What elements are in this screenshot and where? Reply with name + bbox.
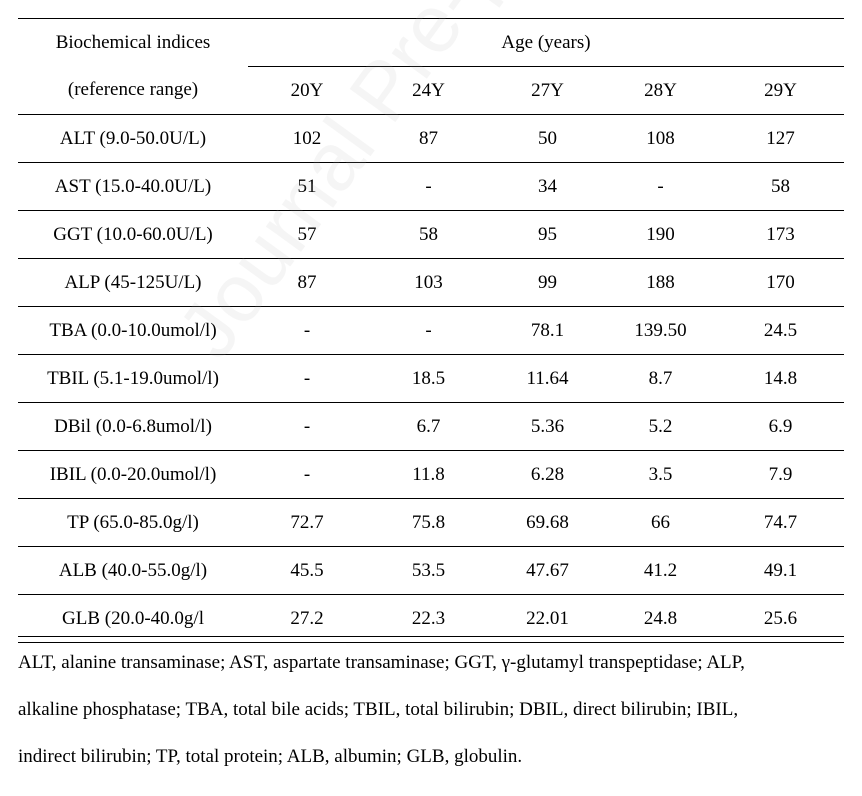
table-cell: 45.5 xyxy=(248,546,366,595)
row-label: DBil (0.0-6.8umol/l) xyxy=(18,402,248,451)
table-cell: 102 xyxy=(248,114,366,163)
index-header-line2: (reference range) xyxy=(18,66,248,115)
table-cell: 5.36 xyxy=(491,402,604,451)
row-label: IBIL (0.0-20.0umol/l) xyxy=(18,450,248,499)
row-label: GGT (10.0-60.0U/L) xyxy=(18,210,248,259)
table-cell: 51 xyxy=(248,162,366,211)
footnote-line: alkaline phosphatase; TBA, total bile ac… xyxy=(18,699,739,720)
table-cell: 139.50 xyxy=(604,306,717,355)
table-cell: 27.2 xyxy=(248,594,366,643)
table-cell: 66 xyxy=(604,498,717,547)
table-cell: 6.9 xyxy=(717,402,844,451)
table-cell: 78.1 xyxy=(491,306,604,355)
row-label: ALP (45-125U/L) xyxy=(18,258,248,307)
table-cell: 190 xyxy=(604,210,717,259)
table-row: GGT (10.0-60.0U/L) 57 58 95 190 173 xyxy=(18,210,844,259)
row-label: TBA (0.0-10.0umol/l) xyxy=(18,306,248,355)
footnote-line: ALT, alanine transaminase; AST, aspartat… xyxy=(18,652,745,673)
table-cell: 6.7 xyxy=(366,402,491,451)
age-col-header: 24Y xyxy=(366,66,491,115)
table-cell: 69.68 xyxy=(491,498,604,547)
table-cell: 24.8 xyxy=(604,594,717,643)
row-label: TBIL (5.1-19.0umol/l) xyxy=(18,354,248,403)
biochemical-table: Biochemical indices Age (years) (referen… xyxy=(18,18,844,643)
table-cell: 41.2 xyxy=(604,546,717,595)
table-cell: 22.3 xyxy=(366,594,491,643)
row-label: AST (15.0-40.0U/L) xyxy=(18,162,248,211)
age-col-header: 29Y xyxy=(717,66,844,115)
table-row: IBIL (0.0-20.0umol/l) -11.8 6.28 3.5 7.9 xyxy=(18,450,844,499)
table-cell: - xyxy=(366,162,491,211)
footnote-line: indirect bilirubin; TP, total protein; A… xyxy=(18,746,523,767)
row-label: ALT (9.0-50.0U/L) xyxy=(18,114,248,163)
header-row-2: (reference range) 20Y 24Y 27Y 28Y 29Y xyxy=(18,66,844,115)
table-cell: 170 xyxy=(717,258,844,307)
table-row: ALB (40.0-55.0g/l) 45.5 53.5 47.67 41.2 49.1 xyxy=(18,546,844,595)
table-cell: - xyxy=(366,306,491,355)
table-cell: - xyxy=(248,450,366,499)
table-cell: 58 xyxy=(366,210,491,259)
table-cell: 87 xyxy=(248,258,366,307)
table-cell: 5.2 xyxy=(604,402,717,451)
table-cell: 24.5 xyxy=(717,306,844,355)
index-header-line1: Biochemical indices xyxy=(18,18,248,67)
row-label: TP (65.0-85.0g/l) xyxy=(18,498,248,547)
header-row-1: Biochemical indices Age (years) xyxy=(18,18,844,67)
table-row: DBil (0.0-6.8umol/l) -6.7 5.36 5.2 6.9 xyxy=(18,402,844,451)
table-row: ALT (9.0-50.0U/L) 102 87 50 108 127 xyxy=(18,114,844,163)
table-cell: 49.1 xyxy=(717,546,844,595)
table-cell: 11.8 xyxy=(366,450,491,499)
row-label: ALB (40.0-55.0g/l) xyxy=(18,546,248,595)
table-cell: 173 xyxy=(717,210,844,259)
table-cell: 99 xyxy=(491,258,604,307)
table-cell: 11.64 xyxy=(491,354,604,403)
table-cell: - xyxy=(248,354,366,403)
table-cell: 188 xyxy=(604,258,717,307)
table-row: TBA (0.0-10.0umol/l) - -78.1 139.50 24.5 xyxy=(18,306,844,355)
table-cell: 6.28 xyxy=(491,450,604,499)
table-cell: 22.01 xyxy=(491,594,604,643)
table-row: TBIL (5.1-19.0umol/l) -18.5 11.64 8.7 14.8 xyxy=(18,354,844,403)
table-row: TP (65.0-85.0g/l) 72.7 75.8 69.68 66 74.7 xyxy=(18,498,844,547)
table-row: GLB (20.0-40.0g/l 27.2 22.3 22.01 24.8 25.6 xyxy=(18,594,844,643)
age-col-header: 20Y xyxy=(248,66,366,115)
table-cell: 95 xyxy=(491,210,604,259)
age-col-header: 27Y xyxy=(491,66,604,115)
table-footnote: ALT, alanine transaminase; AST, aspartat… xyxy=(18,636,844,780)
table-cell: 53.5 xyxy=(366,546,491,595)
table-cell: 127 xyxy=(717,114,844,163)
table-cell: 7.9 xyxy=(717,450,844,499)
table-cell: 34 xyxy=(491,162,604,211)
table-cell: 8.7 xyxy=(604,354,717,403)
table-cell: 50 xyxy=(491,114,604,163)
table-cell: - xyxy=(604,162,717,211)
table-cell: 58 xyxy=(717,162,844,211)
table-cell: 108 xyxy=(604,114,717,163)
table-cell: 47.67 xyxy=(491,546,604,595)
table-cell: - xyxy=(248,306,366,355)
document-page: Biochemical indices Age (years) (referen… xyxy=(18,0,844,796)
table-cell: 18.5 xyxy=(366,354,491,403)
table-cell: 57 xyxy=(248,210,366,259)
age-col-header: 28Y xyxy=(604,66,717,115)
table-cell: 75.8 xyxy=(366,498,491,547)
age-header: Age (years) xyxy=(248,18,844,67)
table-cell: 74.7 xyxy=(717,498,844,547)
table-row: ALP (45-125U/L) 87 103 99 188 170 xyxy=(18,258,844,307)
table-cell: 72.7 xyxy=(248,498,366,547)
table-cell: 14.8 xyxy=(717,354,844,403)
row-label: GLB (20.0-40.0g/l xyxy=(18,594,248,643)
table-cell: 103 xyxy=(366,258,491,307)
table-row: AST (15.0-40.0U/L) 51-34-58 xyxy=(18,162,844,211)
table-cell: 87 xyxy=(366,114,491,163)
table-cell: 3.5 xyxy=(604,450,717,499)
table-cell: 25.6 xyxy=(717,594,844,643)
table-cell: - xyxy=(248,402,366,451)
